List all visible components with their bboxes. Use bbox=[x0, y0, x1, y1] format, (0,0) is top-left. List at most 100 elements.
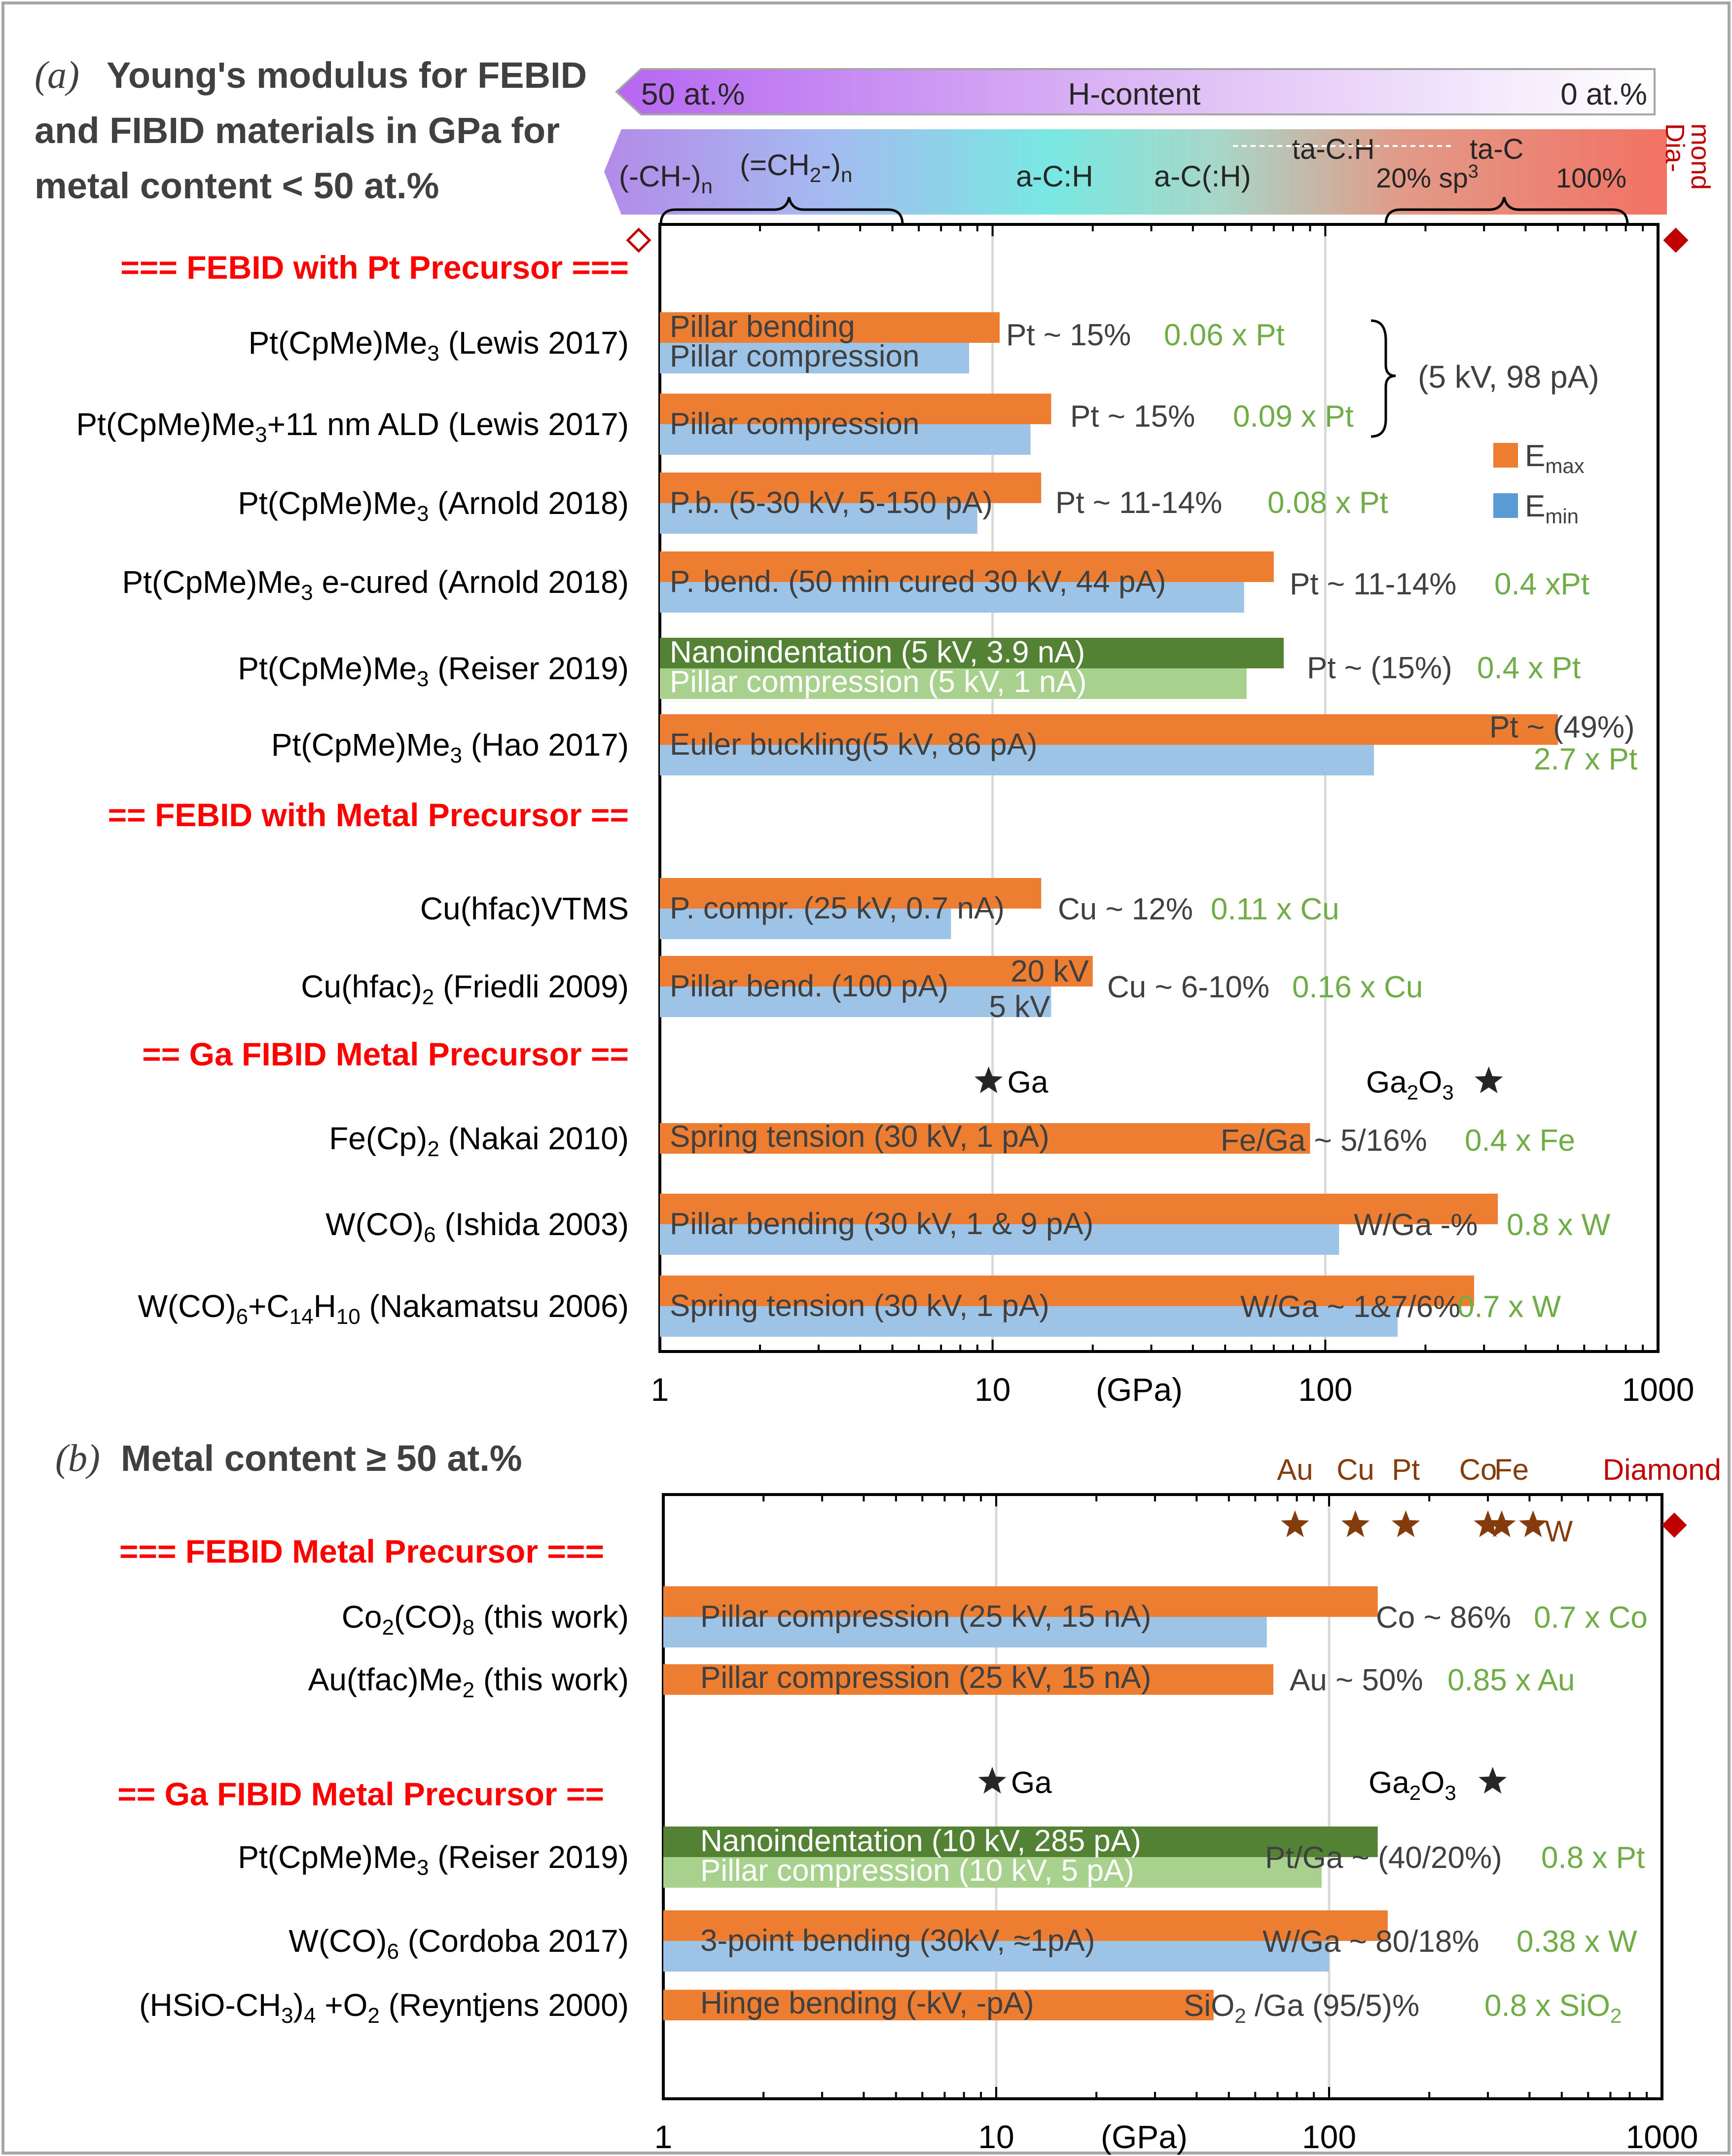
factor-b2: 0.8 x Pt bbox=[1541, 1841, 1645, 1875]
row-label-a-0: Pt(CpMe)Me3 (Lewis 2017) bbox=[249, 325, 629, 365]
tach-label: ta-C:H bbox=[1292, 133, 1375, 165]
note-b0: Co ~ 86% bbox=[1376, 1601, 1511, 1635]
sp3-label: 20% sp3 bbox=[1376, 161, 1479, 193]
bar-emax-b3 bbox=[663, 1910, 1388, 1941]
diamond-marker-b bbox=[1661, 1512, 1687, 1538]
bar-text-b3: 3-point bending (30kV, ≈1pA) bbox=[700, 1924, 1095, 1958]
note-a3: Pt ~ 11-14% bbox=[1290, 567, 1456, 601]
row-label-a-5: Pt(CpMe)Me3 (Hao 2017) bbox=[271, 727, 629, 767]
ach-label: a-C:H bbox=[1016, 160, 1093, 193]
panel-b-label: (b) bbox=[55, 1436, 100, 1479]
lewis-brace bbox=[1371, 319, 1396, 438]
plot-frame bbox=[658, 223, 1660, 1353]
diamond-label-1: Dia- bbox=[1660, 123, 1690, 172]
row-label-b-3: W(CO)6 (Cordoba 2017) bbox=[289, 1923, 629, 1964]
metal-star-label-Co: Co bbox=[1459, 1453, 1497, 1486]
star-ga2o3-b bbox=[1479, 1767, 1507, 1794]
bar-emax-a10 bbox=[660, 1276, 1475, 1306]
h-arrow-right: 0 at.% bbox=[1560, 77, 1647, 111]
bar-text-b0: Pillar compression (25 kV, 15 nA) bbox=[700, 1600, 1151, 1634]
bar-emax-a7 bbox=[660, 956, 1093, 987]
bar-text-a6: P. compr. (25 kV, 0.7 nA) bbox=[670, 891, 1005, 925]
bar-text-bottom-a0: Pillar compression bbox=[670, 339, 920, 373]
bar-emin-a0 bbox=[660, 343, 970, 373]
bar-emin-a10 bbox=[660, 1306, 1398, 1337]
ch-label: (-CH-)n bbox=[619, 160, 713, 198]
row-label-a-10: W(CO)6+C14H10 (Nakamatsu 2006) bbox=[138, 1288, 629, 1329]
legend-emin-label: Emin bbox=[1525, 489, 1579, 528]
bar-text-top-a4: Nanoindentation (5 kV, 3.9 nA) bbox=[670, 635, 1085, 669]
group-heading-b-0: === FEBID Metal Precursor === bbox=[119, 1533, 604, 1570]
metal-star-W bbox=[1519, 1510, 1548, 1537]
row-label-b-4: (HSiO-CH3)4 +O2 (Reyntjens 2000) bbox=[139, 1987, 629, 2028]
bar-emax-a8 bbox=[660, 1123, 1310, 1154]
row-label-a-7: Cu(hfac)2 (Friedli 2009) bbox=[301, 969, 629, 1009]
metal-star-label-Au: Au bbox=[1277, 1453, 1313, 1486]
x-tick-label-100: 100 bbox=[1298, 1371, 1352, 1408]
bar-emax-a3 bbox=[660, 551, 1274, 582]
legend-emax-swatch bbox=[1493, 443, 1518, 468]
note-a6: Cu ~ 12% bbox=[1058, 892, 1193, 926]
note-a9: W/Ga -% bbox=[1354, 1208, 1478, 1242]
row-label-a-4: Pt(CpMe)Me3 (Reiser 2019) bbox=[238, 651, 629, 691]
factor-a0: 0.06 x Pt bbox=[1164, 318, 1285, 352]
bar-text-top-b2: Nanoindentation (10 kV, 285 pA) bbox=[700, 1824, 1141, 1858]
panel-a-label: (a) bbox=[35, 53, 79, 96]
row-label-b-2: Pt(CpMe)Me3 (Reiser 2019) bbox=[238, 1839, 629, 1880]
x-tick-label-1000: 1000 bbox=[1622, 1371, 1695, 1408]
chart-a: 1 10 100 1000 (GPa) === FEBID with Pt Precurs… bbox=[76, 223, 1695, 1408]
metal-star-Au bbox=[1281, 1510, 1309, 1537]
row-label-a-3: Pt(CpMe)Me3 e-cured (Arnold 2018) bbox=[122, 564, 629, 605]
bar-emax-b0 bbox=[663, 1586, 1378, 1617]
star-ga-b bbox=[978, 1767, 1007, 1794]
h-arrow-center: H-content bbox=[1068, 77, 1201, 111]
lewis-condition: (5 kV, 98 pA) bbox=[1418, 359, 1599, 395]
ch-brace bbox=[659, 197, 904, 225]
note-b4: SiO2 /Ga (95/5)% bbox=[1184, 1989, 1419, 2027]
metal-star-label-Fe: Fe bbox=[1494, 1453, 1529, 1486]
note-a8: Fe/Ga ~ 5/16% bbox=[1221, 1124, 1427, 1158]
ach2-label: a-C(:H) bbox=[1154, 160, 1251, 193]
bar-emax-a1 bbox=[660, 394, 1051, 424]
factor-b0: 0.7 x Co bbox=[1534, 1601, 1648, 1635]
star-ga2o3-label-b: Ga2O3 bbox=[1369, 1766, 1456, 1804]
diamond-open-marker bbox=[626, 227, 651, 253]
factor-a3: 0.4 xPt bbox=[1494, 567, 1589, 601]
x-tick-label-1000: 1000 bbox=[1626, 2119, 1698, 2155]
row-label-b-1: Au(tfac)Me2 (this work) bbox=[308, 1662, 629, 1702]
pct100-label: 100% bbox=[1556, 162, 1626, 193]
x-tick-label-100: 100 bbox=[1302, 2119, 1356, 2155]
factor-b1: 0.85 x Au bbox=[1447, 1663, 1575, 1697]
plot-frame bbox=[662, 1493, 1663, 2100]
panel-a-title-line2: and FIBID materials in GPa for bbox=[35, 110, 560, 151]
bar-text-bottom-a4: Pillar compression (5 kV, 1 nA) bbox=[670, 665, 1086, 699]
bar-emax-a4 bbox=[660, 638, 1284, 668]
group-heading-a-0: === FEBID with Pt Precursor === bbox=[120, 249, 629, 286]
bar-emin-a3 bbox=[660, 582, 1244, 613]
panel-a-title-line1: Young's modulus for FEBID bbox=[107, 55, 587, 96]
tac-label: ta-C bbox=[1470, 133, 1524, 165]
bar-emax-b1 bbox=[663, 1664, 1273, 1695]
metal-star-label-W: W bbox=[1545, 1515, 1573, 1548]
note-a1: Pt ~ 15% bbox=[1070, 400, 1195, 434]
bar-text-a5: Euler buckling(5 kV, 86 pA) bbox=[670, 728, 1038, 762]
star-ga-label-a: Ga bbox=[1008, 1065, 1048, 1099]
factor-a4: 0.4 x Pt bbox=[1477, 651, 1581, 685]
bar-text-a10: Spring tension (30 kV, 1 pA) bbox=[670, 1289, 1049, 1323]
bar-emax-a9 bbox=[660, 1194, 1498, 1224]
ch2-label: (=CH2-)n bbox=[740, 148, 852, 186]
metal-star-Cu bbox=[1341, 1510, 1370, 1537]
bar-text-a8: Spring tension (30 kV, 1 pA) bbox=[670, 1120, 1049, 1154]
note-b3: W/Ga ~ 80/18% bbox=[1263, 1925, 1479, 1959]
bar-emin-b2 bbox=[663, 1857, 1322, 1888]
factor-a9: 0.8 x W bbox=[1507, 1208, 1611, 1242]
x-axis-label: (GPa) bbox=[1101, 2119, 1188, 2155]
factor-a2: 0.08 x Pt bbox=[1267, 486, 1388, 520]
bar-emax-b2 bbox=[663, 1827, 1378, 1857]
star-ga2o3-label-a: Ga2O3 bbox=[1366, 1065, 1454, 1104]
metal-star-Pt bbox=[1392, 1510, 1420, 1537]
note-a4: Pt ~ (15%) bbox=[1307, 651, 1452, 685]
row-label-a-1: Pt(CpMe)Me3+11 nm ALD (Lewis 2017) bbox=[76, 406, 629, 447]
